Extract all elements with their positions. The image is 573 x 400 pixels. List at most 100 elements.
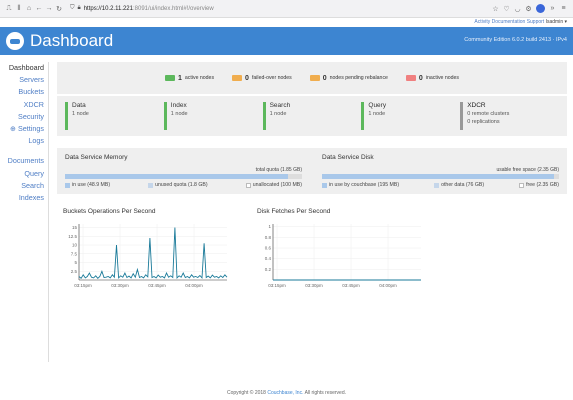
couchbase-logo-icon [6,32,24,50]
legend-swatch-icon [519,182,525,188]
sidebar: Dashboard Servers Buckets XDCR Security … [0,62,49,362]
pocket-icon[interactable]: ◡ [514,5,521,13]
back-icon[interactable]: ← [35,5,43,12]
forward-icon[interactable]: → [45,5,53,12]
node-status-strip: 1 active nodes 0 failed-over nodes 0 nod… [57,62,567,94]
disk-fetch-chart[interactable]: Disk Fetches Per Second 0.2 0.4 0.6 0.8 1 03:… [257,208,437,296]
pending-rebalance-stat[interactable]: 0 nodes pending rebalance [309,75,388,82]
active-nodes-stat[interactable]: 1 active nodes [165,75,214,82]
company-link[interactable]: Couchbase, Inc. [267,390,304,396]
legend-swatch-icon [65,182,70,188]
url-host: https://10.2.11.221 [83,5,133,12]
sidebar-item-dashboard[interactable]: Dashboard [8,63,44,72]
inactive-nodes-stat[interactable]: 0 inactive nodes [405,75,459,82]
x-tick-label: 03:30pm [305,283,323,288]
service-data[interactable]: Data 1 node [65,102,164,130]
app-header: Dashboard Community Edition 6.0.2 build … [0,27,573,55]
browser-toolbar: ⎍ ⫴ ⌂ ← → ↻ ⛉ 🔒︎ https://10.2.11.221:809… [0,0,573,18]
server-red-icon [405,75,416,81]
legend-swatch-icon [434,182,440,188]
legend-swatch-icon [148,182,154,188]
service-query[interactable]: Query 1 node [361,102,460,130]
ops-chart-svg: 2.5 5 7.5 10 12.5 15 03:15pm 03:30pm 03:45pm 04:0… [68,224,228,288]
sidebar-item-logs[interactable]: Logs [28,136,44,146]
disk-panel: Data Service Disk usable free space (2.3… [322,154,559,188]
y-tick-label: 15 [72,225,78,230]
memory-quota: total quota (1.85 GB) [255,167,302,173]
x-tick-label: 03:15pm [268,283,286,288]
y-tick-label: 0.6 [265,246,272,251]
sidebar-item-settings[interactable]: ⊕ Settings [0,123,44,135]
disk-bar [322,174,559,179]
home-icon[interactable]: ⌂ [26,5,32,12]
x-tick-label: 03:15pm [74,283,92,288]
x-tick-label: 04:00pm [379,283,397,288]
activity-link[interactable]: Activity [474,19,491,25]
documentation-link[interactable]: Documentation [491,19,526,25]
y-tick-label: 12.5 [68,234,77,239]
y-tick-label: 0.8 [265,235,272,240]
shield-icon: ⛉ [70,5,75,11]
server-orange-icon [309,75,320,81]
container-icon[interactable]: ♡ [503,5,510,13]
sidebar-item-settings-label: Settings [18,124,44,134]
reload-icon[interactable]: ↻ [56,5,62,13]
y-tick-label: 7.5 [71,251,78,256]
y-tick-label: 0.2 [265,267,272,272]
menu-icon[interactable]: ≡ [561,5,566,12]
overflow-icon[interactable]: » [550,5,555,12]
server-green-icon [165,75,175,81]
y-tick-label: 2.5 [71,269,78,274]
settings-expand-icon: ⊕ [9,124,17,134]
sidebar-item-indexes[interactable]: Indexes [18,193,44,203]
chart-title: Disk Fetches Per Second [257,208,331,215]
footer: Copyright © 2018 Couchbase, Inc. All rig… [226,390,347,396]
url-bar[interactable]: ⛉ 🔒︎ https://10.2.11.221:8091/ui/index.h… [70,5,490,12]
sidebar-item-search[interactable]: Search [21,180,44,190]
resource-usage-strip: Data Service Memory total quota (1.85 GB… [57,148,567,194]
y-tick-label: 10 [72,243,78,248]
service-index[interactable]: Index 1 node [163,102,263,130]
user-menu[interactable]: Isadmin ▾ [545,19,567,25]
x-tick-label: 03:30pm [111,283,129,288]
sidebar-item-security[interactable]: Security [18,111,44,121]
bookmark-star-icon[interactable]: ☆ [492,5,499,13]
extension-icon[interactable]: ⚙ [525,5,532,13]
y-tick-label: 0.4 [265,256,272,261]
version-text: Community Edition 6.0.2 build 2413 · IPv… [464,37,567,43]
y-tick-label: 5 [74,260,77,265]
sidebar-item-xdcr[interactable]: XDCR [23,99,44,109]
ops-chart[interactable]: Buckets Operations Per Second 2.5 5 7.5 10 1… [63,208,243,296]
sidebar-item-servers[interactable]: Servers [19,75,44,85]
legend-swatch-icon [245,182,251,188]
main-content: 1 active nodes 0 failed-over nodes 0 nod… [57,62,567,296]
y-tick-label: 1 [268,224,271,229]
failed-over-nodes-stat[interactable]: 0 failed-over nodes [232,75,292,82]
chart-title: Buckets Operations Per Second [63,208,156,215]
support-link[interactable]: Support [526,19,545,25]
sidebar-item-buckets[interactable]: Buckets [18,87,44,97]
lock-icon: 🔒︎ [77,5,81,11]
disk-quota: usable free space (2.35 GB) [496,167,559,173]
disk-title: Data Service Disk [322,154,374,161]
charts-area: Buckets Operations Per Second 2.5 5 7.5 10 1… [57,208,567,296]
library-icon[interactable]: ⎍ [6,4,12,12]
x-tick-label: 03:45pm [148,283,166,288]
sidebar-item-query[interactable]: Query [24,168,44,178]
memory-title: Data Service Memory [65,154,128,161]
bookmarks-icon[interactable]: ⫴ [17,4,21,12]
series-line [78,227,228,280]
sidebar-item-documents[interactable]: Documents [7,156,44,166]
service-xdcr[interactable]: XDCR 0 remote clusters 0 replications [460,102,559,130]
page-title: Dashboard [30,31,114,50]
disk-fetch-chart-svg: 0.2 0.4 0.6 0.8 1 03:15pm 03:30pm 03:45pm 04:00p… [265,224,421,288]
server-orange-icon [232,75,243,81]
top-links: Activity Documentation Support Isadmin ▾ [0,18,573,27]
account-icon[interactable] [536,4,545,13]
x-tick-label: 03:45pm [342,283,360,288]
memory-panel: Data Service Memory total quota (1.85 GB… [65,154,302,188]
service-search[interactable]: Search 1 node [262,102,362,130]
url-path: :8091/ui/index.html#!/overview [132,5,214,12]
x-tick-label: 04:00pm [185,283,203,288]
memory-bar [65,174,302,179]
